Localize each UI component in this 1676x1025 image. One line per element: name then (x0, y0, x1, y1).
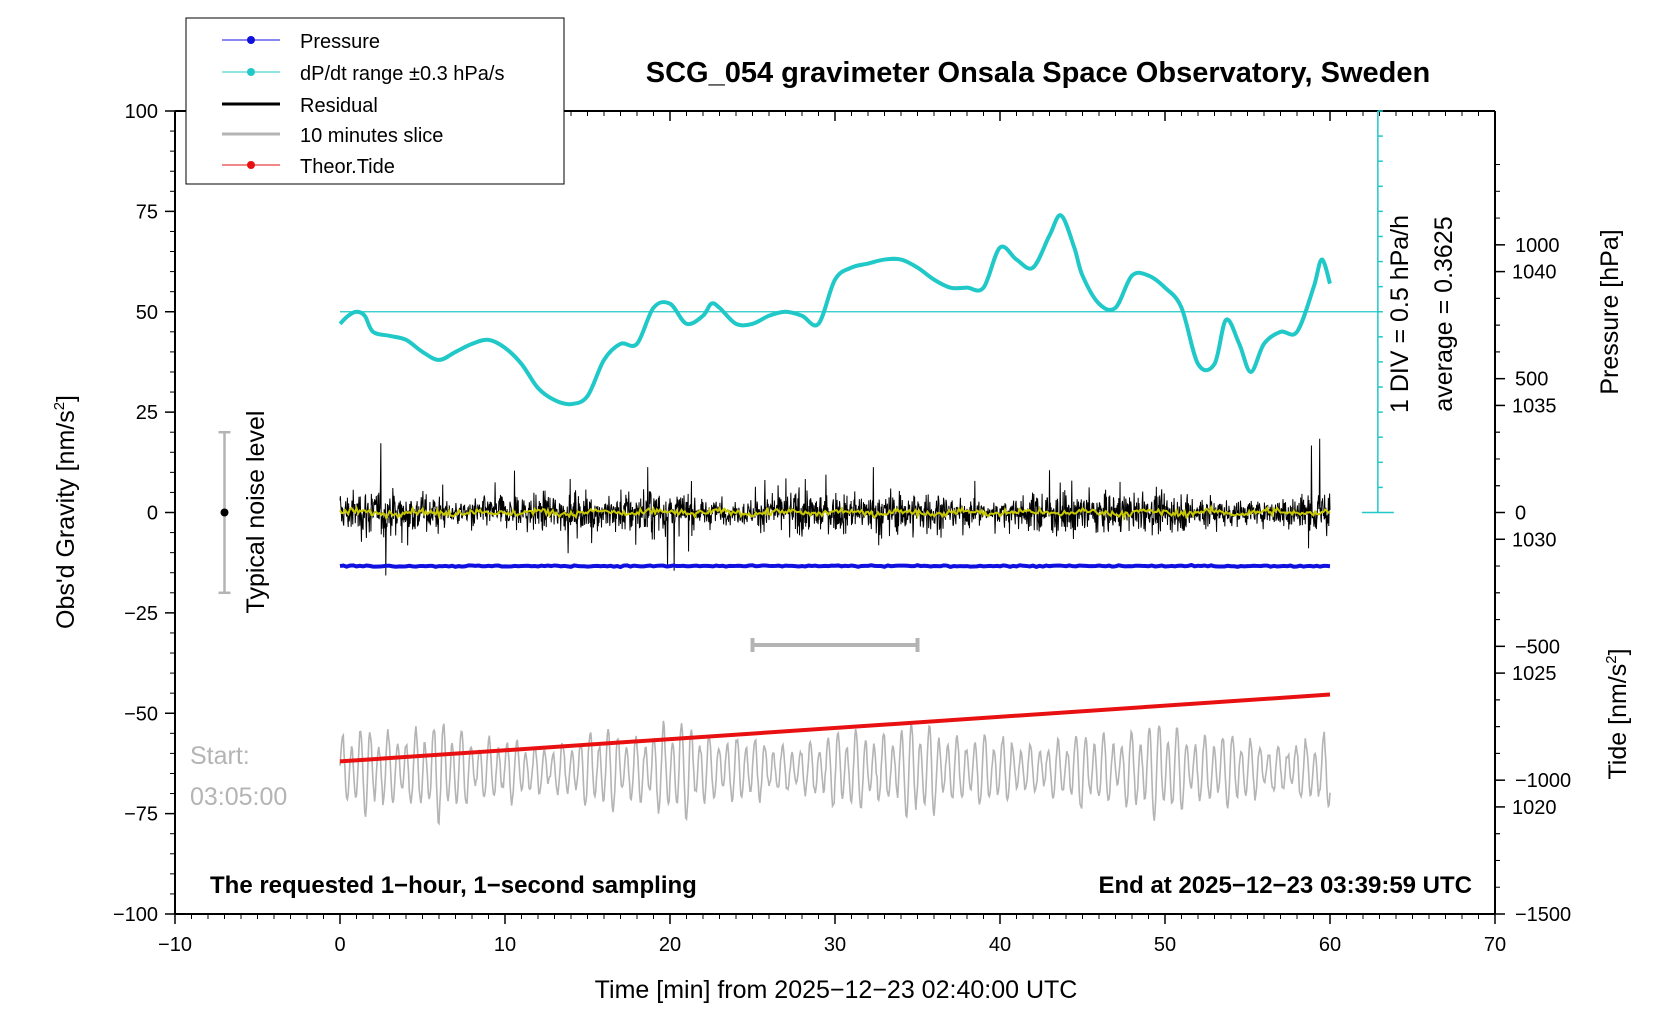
legend-item-tide: Theor.Tide (222, 156, 395, 178)
x-tick-label: 20 (659, 934, 681, 956)
y-tick-label: 50 (136, 302, 158, 324)
legend-box (185, 17, 565, 185)
legend-marker-dpdt (247, 68, 255, 76)
tide-tick-label: −1500 (1515, 904, 1571, 926)
y-tick-label: −50 (124, 703, 158, 725)
y-axis-gravity: 100 75 50 25 0 −25 −50 −75 −100 (113, 101, 175, 926)
y-tick-label: 100 (125, 101, 158, 123)
pressure-line (339, 562, 1331, 570)
tide-tick-label: 1000 (1515, 235, 1560, 257)
dpdt-average-label: average = 0.3625 (1430, 216, 1458, 411)
legend-label-pressure: Pressure (300, 31, 380, 53)
tide-axis-title-main: Tide [nm/s (1604, 664, 1632, 780)
chart-title: SCG_054 gravimeter Onsala Space Observat… (646, 57, 1430, 89)
x-axis-title: Time [min] from 2025−12−23 02:40:00 UTC (595, 976, 1078, 1004)
pressure-tick-label: 1035 (1512, 395, 1557, 417)
dpdt-scale-label: 1 DIV = 0.5 hPa/h (1386, 215, 1414, 413)
tide-tick-label: 500 (1515, 369, 1548, 391)
y-axis-title-sup: 2 (51, 402, 68, 410)
legend-label-tide: Theor.Tide (300, 156, 395, 178)
pressure-tick-label: 1025 (1512, 663, 1557, 685)
tide-axis-title-sup: 2 (1603, 655, 1620, 663)
x-tick-label: 60 (1319, 934, 1341, 956)
dpdt-scale-bar (1361, 110, 1394, 514)
legend-item-dpdt: dP/dt range ±0.3 hPa/s (222, 63, 504, 85)
footer-right: End at 2025−12−23 03:39:59 UTC (1098, 872, 1472, 899)
y-tick-label: −100 (113, 904, 158, 926)
legend-label-residual: Residual (300, 95, 378, 117)
ten-minute-slice-line (339, 720, 1331, 826)
noise-bar-center (220, 508, 229, 517)
tide-axis-title-end: ] (1604, 648, 1632, 655)
pressure-tick-label: 1040 (1512, 262, 1557, 284)
x-tick-label: 40 (989, 934, 1011, 956)
tide-axis-title: Tide [nm/s2] (1603, 648, 1632, 779)
legend-marker-tide (247, 161, 255, 169)
legend-item-pressure: Pressure (222, 31, 380, 53)
footer-left: The requested 1−hour, 1−second sampling (210, 872, 697, 899)
theoretical-tide-line (339, 692, 1331, 764)
legend-label-dpdt: dP/dt range ±0.3 hPa/s (300, 63, 504, 85)
start-label: Start: (190, 742, 250, 770)
legend: Pressure dP/dt range ±0.3 hPa/s Residual… (185, 17, 565, 185)
x-tick-label: −10 (158, 934, 192, 956)
y-axis-tide: 1000 500 0 −500 −1000 −1500 (1495, 235, 1571, 926)
noise-level-bar (218, 430, 231, 595)
pressure-axis-title: Pressure [hPa] (1596, 229, 1624, 394)
x-tick-label: 0 (334, 934, 345, 956)
smoothed-residual-series (339, 504, 1331, 522)
smoothed-residual-line (339, 504, 1331, 522)
y-tick-label: 25 (136, 402, 158, 424)
start-time-label: 03:05:00 (190, 783, 287, 811)
legend-item-slice: 10 minutes slice (222, 125, 443, 147)
legend-item-residual: Residual (222, 95, 378, 117)
dpdt-line (338, 213, 1332, 407)
pressure-tick-label: 1030 (1512, 529, 1557, 551)
tide-tick-label: −1000 (1515, 770, 1571, 792)
noise-level-label: Typical noise level (242, 411, 270, 614)
ten-minute-slice-series (339, 720, 1331, 826)
x-tick-label: 70 (1484, 934, 1506, 956)
tide-tick-label: 0 (1515, 503, 1526, 525)
dpdt-series (338, 213, 1378, 407)
y-axis-title-main: Obs'd Gravity [nm/s (52, 410, 80, 629)
y-axis-title: Obs'd Gravity [nm/s2] (51, 395, 80, 629)
pressure-tick-label: 1020 (1512, 797, 1557, 819)
legend-label-slice: 10 minutes slice (300, 125, 443, 147)
legend-marker-pressure (247, 36, 255, 44)
pressure-series (339, 562, 1331, 570)
y-tick-label: −25 (124, 603, 158, 625)
y-tick-label: 75 (136, 201, 158, 223)
tide-tick-label: −500 (1515, 636, 1560, 658)
y-tick-label: −75 (124, 804, 158, 826)
x-tick-label: 50 (1154, 934, 1176, 956)
theoretical-tide-series (339, 692, 1331, 764)
y-axis-title-end: ] (52, 395, 80, 402)
x-tick-label: 30 (824, 934, 846, 956)
y-tick-label: 0 (147, 503, 158, 525)
x-tick-label: 10 (494, 934, 516, 956)
slice-range-bar (750, 637, 920, 652)
